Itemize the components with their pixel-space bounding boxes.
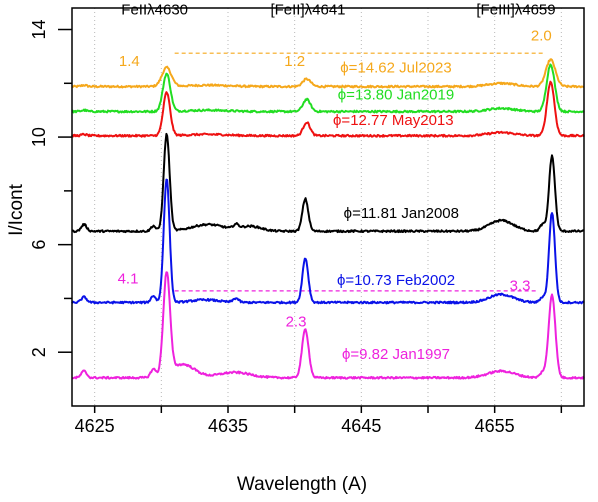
series-label-4: ϕ=10.73 Feb2002 — [337, 272, 455, 289]
series-label-2: ϕ=12.77 May2013 — [333, 112, 454, 129]
plot-axes: 4625 4635 4645 4655 2 6 10 14 — [29, 7, 585, 436]
series-label-3: ϕ=11.81 Jan2008 — [344, 205, 459, 222]
annotation-1: 1.2 — [284, 53, 305, 70]
plot-frame — [71, 7, 585, 407]
emission-line-label-1: [FeII]λ4641 — [270, 2, 345, 19]
annotation-5: 3.3 — [510, 277, 531, 294]
y-axis-title: I/Icont — [6, 183, 27, 235]
x-tick-label-2: 4635 — [208, 416, 248, 436]
reference-lines — [174, 52, 546, 292]
series-lines — [71, 58, 585, 380]
x-tick-label-0: 4625 — [75, 416, 115, 436]
annotation-2: 2.0 — [531, 27, 552, 44]
series-line-5 — [71, 271, 585, 380]
y-tick-label-6: 14 — [29, 19, 49, 39]
series-label-0: ϕ=14.62 Jul2023 — [340, 60, 451, 77]
series-line-1 — [71, 63, 585, 114]
y-tick-label-0: 2 — [29, 347, 49, 357]
x-tick-label-6: 4655 — [475, 416, 515, 436]
annotation-4: 2.3 — [286, 314, 307, 331]
y-tick-label-2: 6 — [29, 240, 49, 250]
series-label-1: ϕ=13.80 Jan2019 — [338, 86, 454, 103]
x-axis-title: Wavelength (A) — [237, 474, 367, 495]
series-line-4 — [71, 178, 585, 305]
emission-line-label-2: [FeIII]λ4659 — [476, 2, 555, 19]
series-line-3 — [71, 132, 585, 234]
annotation-3: 4.1 — [118, 271, 139, 288]
annotation-0: 1.4 — [119, 53, 140, 70]
series-label-5: ϕ=9.82 Jan1997 — [342, 346, 450, 363]
chart-labels: ϕ=14.62 Jul2023 ϕ=13.80 Jan2019 ϕ=12.77 Ma… — [118, 2, 556, 363]
y-tick-label-4: 10 — [29, 127, 49, 147]
series-line-0 — [71, 58, 585, 89]
x-tick-label-4: 4645 — [341, 416, 381, 436]
series-line-2 — [71, 80, 585, 138]
emission-line-label-0: FeIIλ4630 — [121, 2, 188, 19]
